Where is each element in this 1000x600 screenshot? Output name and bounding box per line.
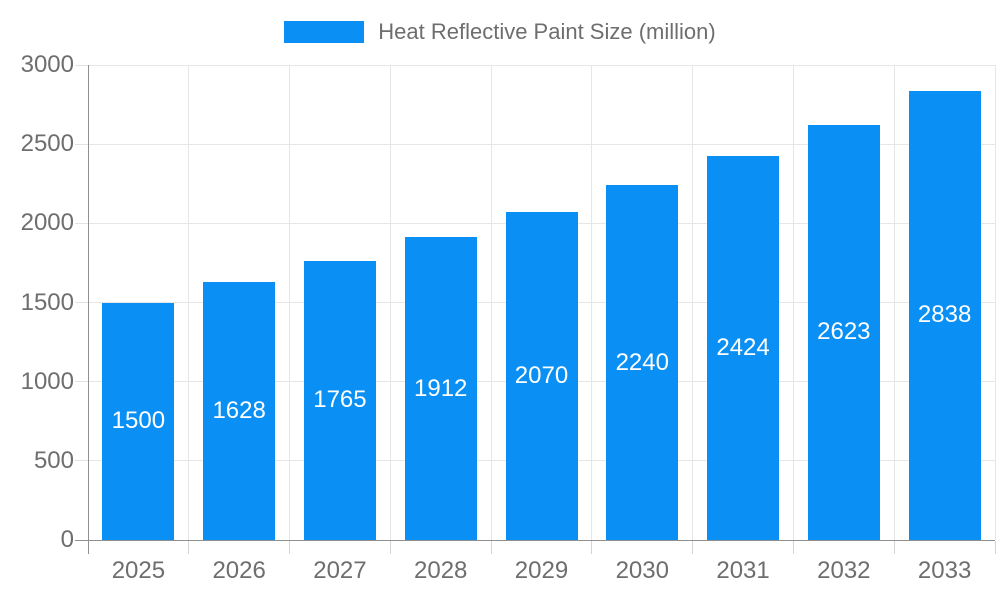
bar-value-label: 2424 xyxy=(716,334,770,362)
v-gridline xyxy=(994,65,996,540)
x-tick-mark xyxy=(490,541,492,554)
bar-value-label: 2240 xyxy=(615,348,669,376)
x-tick-mark xyxy=(389,541,391,554)
bar-value-label: 2623 xyxy=(817,318,871,346)
x-tick-mark xyxy=(692,541,694,554)
y-tick-mark xyxy=(75,302,88,303)
x-axis-tick-label: 2030 xyxy=(615,557,669,584)
h-gridline xyxy=(88,64,995,66)
bar: 2838 xyxy=(908,90,981,540)
y-axis-tick-label: 1500 xyxy=(20,288,74,316)
bar-value-label: 2070 xyxy=(514,362,569,390)
bar-value-label: 1912 xyxy=(414,374,468,402)
v-gridline xyxy=(490,65,492,540)
x-tick-mark xyxy=(994,541,996,554)
bar: 1500 xyxy=(102,302,175,540)
y-tick-mark xyxy=(75,143,88,145)
v-gridline xyxy=(188,65,190,540)
y-tick-mark xyxy=(75,381,88,383)
h-gridline xyxy=(88,143,995,145)
bar: 1628 xyxy=(203,282,276,540)
y-tick-mark xyxy=(75,64,88,66)
y-axis-tick-label: 2000 xyxy=(20,209,74,237)
bar: 2240 xyxy=(606,185,679,540)
bar: 1912 xyxy=(404,237,477,540)
y-axis-tick-label: 500 xyxy=(33,446,74,474)
v-gridline xyxy=(692,65,694,540)
x-axis-tick-label: 2026 xyxy=(212,557,266,584)
y-axis-tick-label: 2500 xyxy=(20,130,74,158)
x-axis-tick-label: 2032 xyxy=(817,557,871,584)
x-axis-tick-label: 2027 xyxy=(313,557,367,584)
y-axis-tick-label: 3000 xyxy=(20,51,74,78)
x-axis-tick-label: 2029 xyxy=(514,557,569,584)
x-axis-tick-label: 2028 xyxy=(414,557,468,584)
x-tick-mark xyxy=(188,541,190,554)
chart-legend: Heat Reflective Paint Size (million) xyxy=(0,19,1000,44)
v-gridline xyxy=(893,65,895,540)
v-gridline xyxy=(389,65,391,540)
v-gridline xyxy=(792,65,794,540)
bar: 2070 xyxy=(505,212,578,540)
y-tick-mark xyxy=(75,460,88,462)
bar-value-label: 1628 xyxy=(212,397,266,425)
v-gridline xyxy=(591,65,593,540)
bar-value-label: 2838 xyxy=(917,301,972,329)
legend-label: Heat Reflective Paint Size (million) xyxy=(378,19,716,44)
legend-swatch-icon xyxy=(284,21,365,43)
x-tick-mark xyxy=(591,541,593,554)
x-tick-mark xyxy=(893,541,895,554)
y-tick-mark xyxy=(75,222,88,224)
x-axis-tick-label: 2033 xyxy=(917,557,972,584)
x-axis-tick-label: 2025 xyxy=(111,557,166,584)
v-gridline xyxy=(289,65,291,540)
bar-value-label: 1765 xyxy=(313,386,367,414)
x-axis-tick-label: 2031 xyxy=(716,557,770,584)
x-tick-mark xyxy=(289,541,291,554)
x-tick-mark xyxy=(792,541,794,554)
bar: 2424 xyxy=(707,156,780,540)
bar: 2623 xyxy=(807,124,880,540)
y-axis-tick-label: 0 xyxy=(60,526,74,553)
bar-value-label: 1500 xyxy=(111,407,166,435)
bar: 1765 xyxy=(303,260,376,540)
y-axis-tick-label: 1000 xyxy=(20,367,74,395)
y-axis-line xyxy=(88,65,89,554)
x-axis-line xyxy=(75,540,995,541)
